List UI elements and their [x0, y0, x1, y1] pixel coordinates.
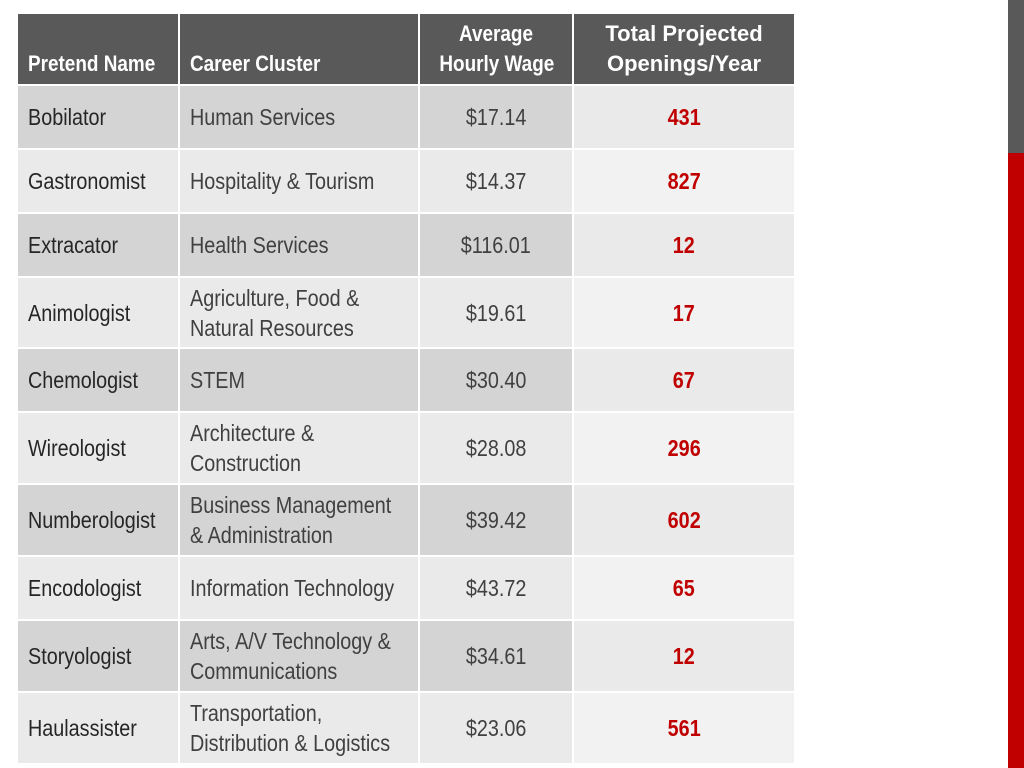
cell-average-hourly-wage: $43.72: [418, 555, 574, 621]
table-row: Encodologist Information Technology $43.72…: [16, 555, 796, 621]
cell-pretend-name: Extracator: [16, 212, 180, 278]
cell-pretend-name: Animologist: [16, 276, 180, 349]
table-row: Storyologist Arts, A/V Technology & Commun…: [16, 619, 796, 693]
cell-pretend-name: Storyologist: [16, 619, 180, 693]
cell-total-projected-openings: 65: [572, 555, 796, 621]
table-row: Wireologist Architecture & Construction $28…: [16, 411, 796, 485]
cell-total-projected-openings: 17: [572, 276, 796, 349]
cell-career-cluster: Health Services: [178, 212, 420, 278]
header-average-hourly-wage: Average Hourly Wage: [418, 12, 574, 86]
cell-pretend-name: Encodologist: [16, 555, 180, 621]
cell-pretend-name: Wireologist: [16, 411, 180, 485]
cell-pretend-name: Chemologist: [16, 347, 180, 413]
header-career-cluster: Career Cluster: [178, 12, 420, 86]
side-bar-gray: [1008, 0, 1024, 153]
cell-average-hourly-wage: $34.61: [418, 619, 574, 693]
cell-pretend-name: Bobilator: [16, 84, 180, 150]
header-pretend-name: Pretend Name: [16, 12, 180, 86]
cell-career-cluster: Arts, A/V Technology & Communications: [178, 619, 420, 693]
cell-average-hourly-wage: $19.61: [418, 276, 574, 349]
cell-career-cluster: Agriculture, Food & Natural Resources: [178, 276, 420, 349]
header-total-projected-openings: Total Projected Openings/Year: [572, 12, 796, 86]
cell-average-hourly-wage: $14.37: [418, 148, 574, 214]
table-row: Chemologist STEM $30.40 67: [16, 347, 796, 413]
table-row: Numberologist Business Management & Admini…: [16, 483, 796, 557]
cell-total-projected-openings: 827: [572, 148, 796, 214]
cell-career-cluster: STEM: [178, 347, 420, 413]
cell-career-cluster: Information Technology: [178, 555, 420, 621]
cell-career-cluster: Transportation, Distribution & Logistics: [178, 691, 420, 765]
cell-total-projected-openings: 12: [572, 619, 796, 693]
cell-pretend-name: Gastronomist: [16, 148, 180, 214]
cell-pretend-name: Numberologist: [16, 483, 180, 557]
cell-career-cluster: Architecture & Construction: [178, 411, 420, 485]
cell-total-projected-openings: 431: [572, 84, 796, 150]
career-table: Pretend Name Career Cluster Average Hour…: [16, 12, 796, 765]
header-row: Pretend Name Career Cluster Average Hour…: [16, 12, 796, 86]
table-row: Haulassister Transportation, Distribution …: [16, 691, 796, 765]
cell-average-hourly-wage: $116.01: [418, 212, 574, 278]
cell-career-cluster: Business Management & Administration: [178, 483, 420, 557]
cell-total-projected-openings: 602: [572, 483, 796, 557]
table-row: Extracator Health Services $116.01 12: [16, 212, 796, 278]
cell-career-cluster: Hospitality & Tourism: [178, 148, 420, 214]
cell-total-projected-openings: 296: [572, 411, 796, 485]
cell-average-hourly-wage: $23.06: [418, 691, 574, 765]
table-row: Gastronomist Hospitality & Tourism $14.37 8…: [16, 148, 796, 214]
table-row: Bobilator Human Services $17.14 431: [16, 84, 796, 150]
cell-total-projected-openings: 67: [572, 347, 796, 413]
cell-average-hourly-wage: $30.40: [418, 347, 574, 413]
cell-total-projected-openings: 561: [572, 691, 796, 765]
cell-average-hourly-wage: $17.14: [418, 84, 574, 150]
cell-pretend-name: Haulassister: [16, 691, 180, 765]
cell-total-projected-openings: 12: [572, 212, 796, 278]
side-bar-red: [1008, 153, 1024, 768]
cell-career-cluster: Human Services: [178, 84, 420, 150]
table-row: Animologist Agriculture, Food & Natural Re…: [16, 276, 796, 349]
cell-average-hourly-wage: $39.42: [418, 483, 574, 557]
cell-average-hourly-wage: $28.08: [418, 411, 574, 485]
